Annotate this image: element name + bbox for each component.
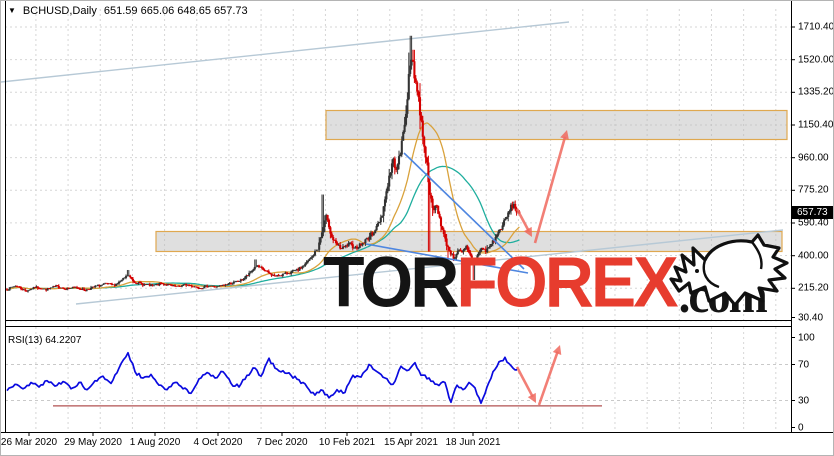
price-axis-label: 30	[798, 395, 810, 406]
channel-line-1	[75, 229, 784, 305]
time-axis-label: 26 Mar 2020	[0, 437, 58, 448]
price-forecast-arrow-0	[515, 208, 532, 237]
panel-frame	[1, 1, 833, 436]
ma-fast-line	[6, 122, 520, 291]
price-axis-label: 1150.40	[798, 119, 834, 131]
price-forecast-arrow-1	[533, 130, 569, 244]
price-axis-label: 960.00	[798, 152, 829, 164]
ohlc-quote-label: 651.59 665.06 648.65 657.73	[103, 5, 248, 17]
price-axis-label: 30.40	[798, 312, 824, 323]
price-axis-label: 1520.00	[798, 54, 834, 66]
symbol-dropdown-icon[interactable]: ▼	[8, 6, 16, 15]
symbol-period-label: BCHUSD,Daily	[22, 5, 97, 17]
time-axis-label: 7 Dec 2020	[256, 437, 308, 448]
price-axis-label: 775.20	[798, 184, 829, 196]
zone-rectangle-0	[325, 109, 788, 141]
time-axis-label: 15 Apr 2021	[384, 437, 438, 448]
price-axis-label: 1710.40	[798, 21, 834, 33]
price-axis-label: 215.20	[798, 282, 829, 294]
price-axis-label: 400.00	[798, 250, 829, 262]
candlesticks	[5, 35, 521, 293]
chart-header: ▼ BCHUSD,Daily 651.59 665.06 648.65 657.…	[8, 5, 248, 17]
channel-line-0	[1, 21, 570, 83]
rsi-indicator-label: RSI(13) 64.2207	[8, 335, 82, 346]
price-axis-label: 590.40	[798, 217, 829, 229]
rsi-forecast-arrow-0	[515, 366, 536, 403]
time-axis-label: 1 Aug 2020	[129, 437, 181, 448]
rsi-forecast-arrow-1	[537, 345, 562, 406]
trend-line-1	[365, 243, 529, 274]
time-axis-label: 29 May 2020	[64, 437, 122, 448]
price-axis-label: 0	[798, 422, 804, 433]
time-axis-label: 18 Jun 2021	[445, 437, 501, 448]
price-axis-label: 100	[798, 332, 815, 343]
rsi-line	[6, 351, 517, 405]
time-axis-label: 4 Oct 2020	[193, 437, 243, 448]
time-axis-label: 10 Feb 2021	[318, 437, 376, 448]
trend-line-0	[403, 152, 525, 270]
price-axis-label: 1335.20	[798, 86, 834, 98]
current-price-tag: 657.73	[792, 206, 833, 219]
price-axis-label: 70	[798, 359, 810, 370]
